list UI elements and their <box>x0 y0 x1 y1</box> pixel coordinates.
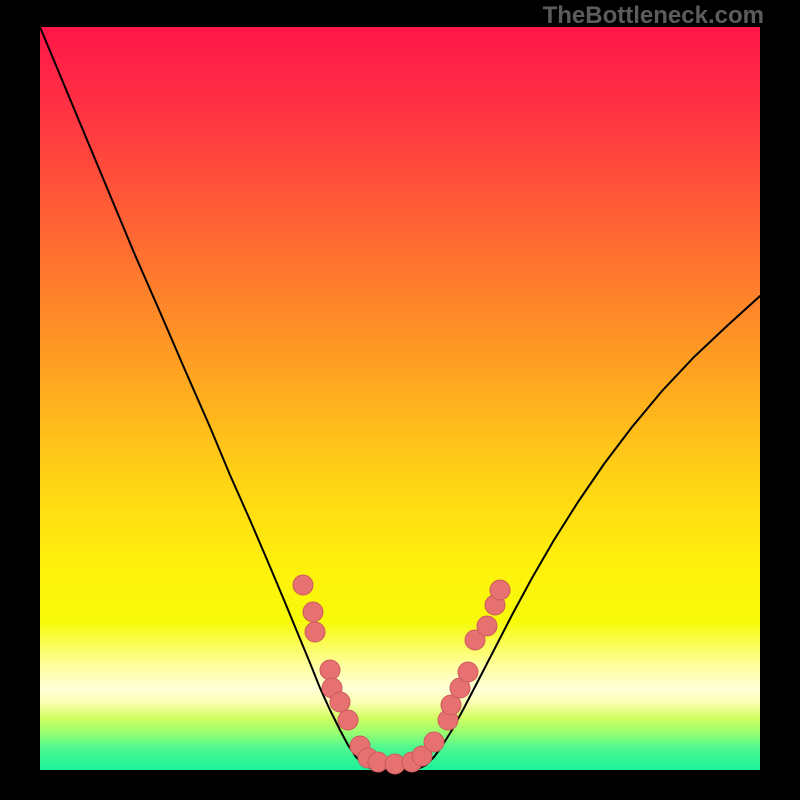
data-marker <box>458 662 478 682</box>
data-marker <box>477 616 497 636</box>
data-marker <box>490 580 510 600</box>
data-marker <box>320 660 340 680</box>
data-marker <box>293 575 313 595</box>
curve-overlay <box>0 0 800 800</box>
chart-container: TheBottleneck.com <box>0 0 800 800</box>
data-marker <box>305 622 325 642</box>
bottleneck-curve <box>40 27 760 770</box>
watermark-text: TheBottleneck.com <box>543 2 764 30</box>
data-marker <box>424 732 444 752</box>
data-marker <box>338 710 358 730</box>
data-marker <box>303 602 323 622</box>
data-marker <box>330 692 350 712</box>
